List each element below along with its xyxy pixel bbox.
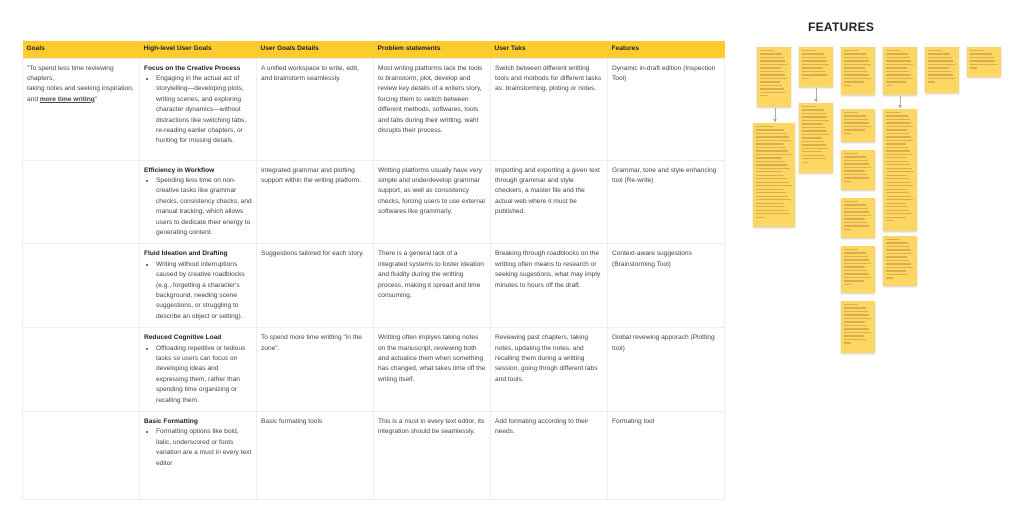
cell-tasks: Reviewing past chapters, taking notes, u… bbox=[490, 327, 608, 413]
cell-goal: "To spend less time reviewing chapters, t… bbox=[22, 57, 140, 161]
cell-details: A unified workspace to write, edit, and … bbox=[256, 57, 374, 161]
cell-tasks: Switch between different writting tools … bbox=[490, 57, 608, 161]
sticky-note[interactable] bbox=[757, 47, 791, 107]
header-goals: Goals bbox=[22, 41, 140, 58]
goal-heading: Basic Formatting bbox=[144, 418, 198, 426]
cell-details: To spend more time writting "in the zone… bbox=[256, 327, 374, 413]
cell-problem: Most writing platforms lack the tools to… bbox=[373, 57, 491, 161]
header-goal-details: User Goals Details bbox=[256, 41, 374, 58]
sticky-note[interactable] bbox=[841, 246, 875, 293]
goal-quote-end: " bbox=[94, 95, 98, 103]
goal-bullet: Offloading repetitive or tedious tasks s… bbox=[156, 344, 252, 406]
goal-heading: Reduced Cognitive Load bbox=[144, 334, 222, 342]
table-row: Basic FormattingFormatting options like … bbox=[22, 411, 725, 501]
cell-goal bbox=[22, 243, 140, 329]
header-user-tasks: User Taks bbox=[490, 41, 608, 58]
sticky-note[interactable] bbox=[753, 123, 795, 227]
cell-problem: This is a must in every text editor, its… bbox=[373, 411, 491, 501]
cell-goal bbox=[22, 411, 140, 501]
header-high-level-goals: High-level User Goals bbox=[139, 41, 257, 58]
goal-heading: Focus on the Creative Process bbox=[144, 64, 241, 72]
cell-goal bbox=[22, 159, 140, 245]
cell-features: Dynamic in-draft edition (Inspection Too… bbox=[607, 57, 725, 161]
cell-high-level-goal: Efficiency in Workflow Spending less time… bbox=[139, 159, 257, 245]
goal-bullet: Spending less time on non-creative tasks… bbox=[156, 176, 252, 238]
cell-high-level-goal: Basic FormattingFormatting options like … bbox=[139, 411, 257, 501]
goal-quote-mid: taking notes and seeking inspiration, an… bbox=[27, 85, 134, 103]
cell-details: Integrated grammar and plotting support … bbox=[256, 159, 374, 245]
cell-features: Global revewing apporach (Plotting tool) bbox=[607, 327, 725, 413]
table-row: "To spend less time reviewing chapters, t… bbox=[22, 57, 725, 161]
table-row: Reduced Cognitive Load Offloading repetit… bbox=[22, 327, 725, 413]
sticky-note[interactable] bbox=[799, 103, 833, 173]
connector-arrow bbox=[773, 108, 777, 122]
cell-details: Suggestions tailored for each story. bbox=[256, 243, 374, 329]
goal-emphasis: more time writing bbox=[39, 95, 95, 103]
cell-problem: Writting often implyes taking notes on t… bbox=[373, 327, 491, 413]
cell-problem: There is a general lack of a integrated … bbox=[373, 243, 491, 329]
cell-high-level-goal: Reduced Cognitive Load Offloading repetit… bbox=[139, 327, 257, 413]
goal-bullet: Formatting options like bold, italic, un… bbox=[156, 427, 252, 469]
sticky-note[interactable] bbox=[925, 47, 959, 93]
sticky-note[interactable] bbox=[883, 47, 917, 95]
sticky-note[interactable] bbox=[841, 301, 875, 353]
sticky-note[interactable] bbox=[799, 47, 833, 87]
header-problem-statements: Problem statements bbox=[373, 41, 491, 58]
sticky-note[interactable] bbox=[841, 47, 875, 95]
sticky-note[interactable] bbox=[967, 47, 1001, 77]
connector-arrow bbox=[898, 96, 902, 108]
cell-high-level-goal: Focus on the Creative Process Engaging in… bbox=[139, 57, 257, 161]
goal-bullet: Engaging in the actual act of storytelli… bbox=[156, 74, 252, 147]
user-goals-table: Goals High-level User Goals User Goals D… bbox=[22, 41, 725, 501]
features-title: FEATURES bbox=[808, 20, 875, 34]
sticky-note[interactable] bbox=[883, 236, 917, 286]
cell-problem: Writting platforms usually have very sim… bbox=[373, 159, 491, 245]
connector-arrow bbox=[814, 88, 818, 102]
sticky-note[interactable] bbox=[841, 109, 875, 142]
table-row: Efficiency in Workflow Spending less time… bbox=[22, 159, 725, 245]
cell-features: Grammar, tone and style enhancing tool (… bbox=[607, 159, 725, 245]
goal-quote-start: "To spend less time reviewing chapters, bbox=[27, 64, 114, 82]
sticky-note[interactable] bbox=[841, 198, 875, 238]
table-row: Fluid Ideation and Drafting Writing witho… bbox=[22, 243, 725, 329]
sticky-note[interactable] bbox=[883, 109, 917, 231]
cell-tasks: Breaking through roadblocks on the writt… bbox=[490, 243, 608, 329]
cell-tasks: Importing and exporting a given text thr… bbox=[490, 159, 608, 245]
sticky-note[interactable] bbox=[841, 150, 875, 190]
cell-features: Context-aware suggestions (Brainstorming… bbox=[607, 243, 725, 329]
goal-heading: Fluid Ideation and Drafting bbox=[144, 250, 228, 258]
cell-details: Basic formating tools bbox=[256, 411, 374, 501]
table-header-row: Goals High-level User Goals User Goals D… bbox=[22, 41, 725, 58]
cell-goal bbox=[22, 327, 140, 413]
header-features: Features bbox=[607, 41, 725, 58]
goal-bullet: Writing without interruptions caused by … bbox=[156, 260, 252, 322]
cell-features: Formating tool bbox=[607, 411, 725, 501]
cell-high-level-goal: Fluid Ideation and Drafting Writing witho… bbox=[139, 243, 257, 329]
goal-heading: Efficiency in Workflow bbox=[144, 166, 215, 174]
cell-tasks: Add formating according to their needs. bbox=[490, 411, 608, 501]
